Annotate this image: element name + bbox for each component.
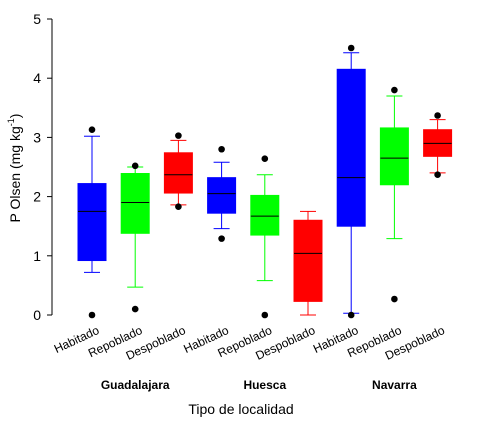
box-huesca-despoblado (293, 210, 323, 316)
outlier-point (261, 155, 269, 163)
box-iqr (336, 68, 366, 227)
box-navarra-repoblado (379, 86, 409, 303)
group-label-huesca: Huesca (243, 378, 286, 392)
box-huesca-habitado (207, 145, 237, 242)
box-huesca-repoblado (250, 155, 280, 319)
outlier-point (218, 235, 225, 242)
outlier-point (391, 86, 398, 94)
box-iqr (120, 173, 150, 234)
outlier-point (347, 44, 355, 52)
box-navarra-despoblado (423, 112, 453, 178)
plot-area (77, 44, 453, 319)
x-axis-title: Tipo de localidad (188, 401, 293, 417)
box-guadalajara-despoblado (163, 132, 193, 210)
outlier-point (434, 112, 441, 119)
outlier-point (131, 305, 139, 313)
y-tick-label: 5 (33, 11, 41, 27)
outlier-point (175, 132, 182, 139)
group-label-guadalajara: Guadalajara (101, 378, 170, 392)
outlier-point (175, 203, 182, 210)
outlier-point (88, 126, 96, 134)
box-iqr (163, 152, 193, 194)
outlier-point (434, 171, 441, 178)
box-guadalajara-repoblado (120, 162, 150, 313)
outlier-point (131, 162, 139, 170)
outlier-point (218, 145, 225, 153)
box-guadalajara-habitado (77, 126, 107, 319)
y-tick-label: 2 (33, 189, 41, 205)
y-axis-title: P Olsen (mg kg-1) (6, 114, 23, 223)
y-tick-label: 0 (33, 307, 41, 323)
box-iqr (207, 177, 237, 214)
y-tick-label: 1 (33, 248, 41, 264)
y-tick-label: 4 (33, 70, 41, 86)
box-iqr (77, 183, 107, 262)
box-navarra-habitado (336, 44, 366, 319)
y-tick-label: 3 (33, 129, 41, 145)
box-iqr (379, 127, 409, 186)
outlier-point (391, 295, 398, 303)
group-label-navarra: Navarra (372, 378, 417, 392)
box-iqr (293, 219, 323, 302)
outlier-point (261, 311, 269, 319)
box-iqr (250, 194, 280, 236)
outlier-point (347, 311, 355, 319)
outlier-point (88, 311, 96, 319)
